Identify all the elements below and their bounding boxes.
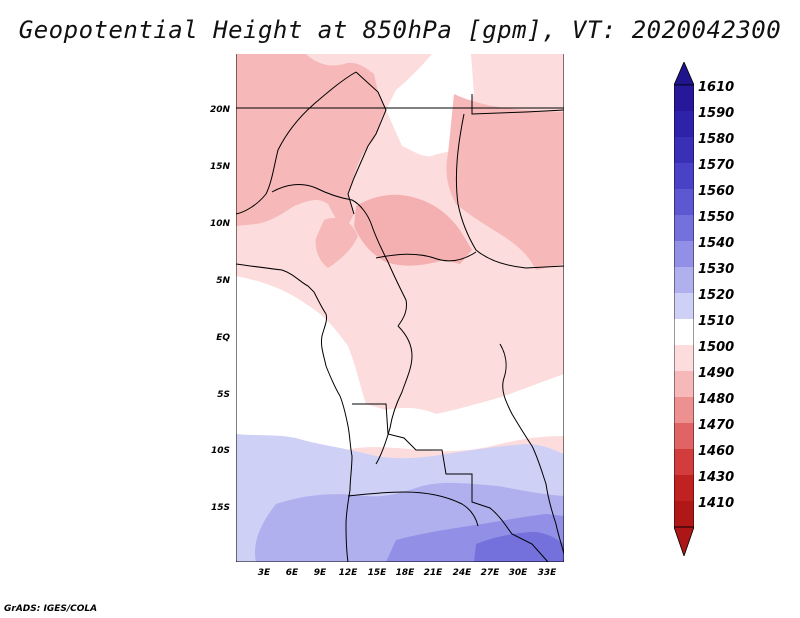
map-frame [236, 54, 564, 562]
lat-label-15n: 15N [209, 162, 230, 172]
colorbar-step-1540 [674, 215, 694, 241]
colorbar-step-1410 [674, 475, 694, 501]
contour-1490-sahel [236, 54, 386, 229]
border-mali-niger [236, 71, 357, 215]
lat-label-eq: EQ [216, 333, 230, 343]
border-congo-drc [375, 325, 413, 465]
lon-label-18e: 18E [395, 568, 415, 578]
colorbar [673, 60, 695, 558]
atlantic-coastline [236, 263, 353, 562]
colorbar-label-1530: 1530 [698, 262, 735, 277]
colorbar-step-1530 [674, 241, 694, 267]
lon-label-6e: 6E [285, 568, 299, 578]
lon-label-15e: 15E [367, 568, 387, 578]
contour-1490-east [446, 94, 564, 270]
border-car-south [375, 251, 477, 262]
lon-label-30e: 30E [508, 568, 528, 578]
lon-label-24e: 24E [452, 568, 472, 578]
lon-label-21e: 21E [423, 568, 443, 578]
contour-1490-cameroon [315, 217, 358, 268]
colorbar-label-1540: 1540 [698, 236, 735, 251]
colorbar-label-1480: 1480 [698, 392, 735, 407]
lon-label-12e: 12E [338, 568, 358, 578]
height-field-map [236, 54, 564, 562]
colorbar-label-1470: 1470 [698, 418, 735, 433]
colorbar-label-1500: 1500 [698, 340, 735, 355]
contour-1510-equatorial [236, 276, 564, 464]
lon-label-3e: 3E [257, 568, 271, 578]
lat-label-5n: 5N [216, 276, 230, 286]
coastlines-and-borders [236, 54, 564, 562]
lat-label-5s: 5S [217, 390, 230, 400]
colorbar-step-1490 [674, 345, 694, 371]
colorbar-label-1490: 1490 [698, 366, 735, 381]
lon-label-33e: 33E [537, 568, 557, 578]
colorbar-step-1570 [674, 137, 694, 163]
colorbar-label-1430: 1430 [698, 470, 735, 485]
lat-label-20n: 20N [209, 105, 230, 115]
colorbar-label-1410: 1410 [698, 496, 735, 511]
colorbar-step-1510 [674, 293, 694, 319]
border-angola-zambia [352, 403, 549, 562]
colorbar-label-1550: 1550 [698, 210, 735, 225]
lat-label-10n: 10N [209, 219, 230, 229]
colorbar-label-1520: 1520 [698, 288, 735, 303]
colorbar-step-1550 [674, 189, 694, 215]
colorbar-bottom-cap [673, 526, 695, 558]
grads-credit: GrADS: IGES/COLA [4, 604, 98, 614]
colorbar-label-1460: 1460 [698, 444, 735, 459]
lon-label-27e: 27E [480, 568, 500, 578]
lon-label-9e: 9E [313, 568, 327, 578]
rift-lakes-coast [499, 343, 564, 555]
colorbar-step-1470 [674, 397, 694, 423]
colorbar-label-1580: 1580 [698, 132, 735, 147]
colorbar-step-low [674, 501, 694, 527]
border-namibia-angola [347, 491, 479, 527]
border-niger-chad [347, 71, 387, 215]
contour-1500-congo [373, 295, 502, 402]
border-libya-sudan [471, 94, 564, 115]
map-panel [236, 54, 564, 562]
colorbar-step-1460 [674, 423, 694, 449]
border-nigeria-cameroon [271, 184, 407, 327]
colorbar-step-1580 [674, 111, 694, 137]
colorbar-label-1610: 1610 [698, 80, 735, 95]
border-chad-sudan-car [455, 113, 564, 269]
contour-1490-car [354, 194, 472, 266]
colorbar-step-1590 [674, 85, 694, 111]
colorbar-step-1520 [674, 267, 694, 293]
colorbar-label-1570: 1570 [698, 158, 735, 173]
colorbar-graphic [673, 60, 695, 558]
colorbar-step-1500 [674, 319, 694, 345]
lat-label-15s: 15S [210, 503, 230, 513]
colorbar-label-1590: 1590 [698, 106, 735, 121]
colorbar-step-1560 [674, 163, 694, 189]
colorbar-step-1480 [674, 371, 694, 397]
colorbar-label-1560: 1560 [698, 184, 735, 199]
lat-label-10s: 10S [210, 446, 230, 456]
colorbar-step-1430 [674, 449, 694, 475]
colorbar-label-1510: 1510 [698, 314, 735, 329]
colorbar-top-cap [673, 60, 695, 86]
map-title: Geopotential Height at 850hPa [gpm], VT:… [18, 16, 782, 44]
